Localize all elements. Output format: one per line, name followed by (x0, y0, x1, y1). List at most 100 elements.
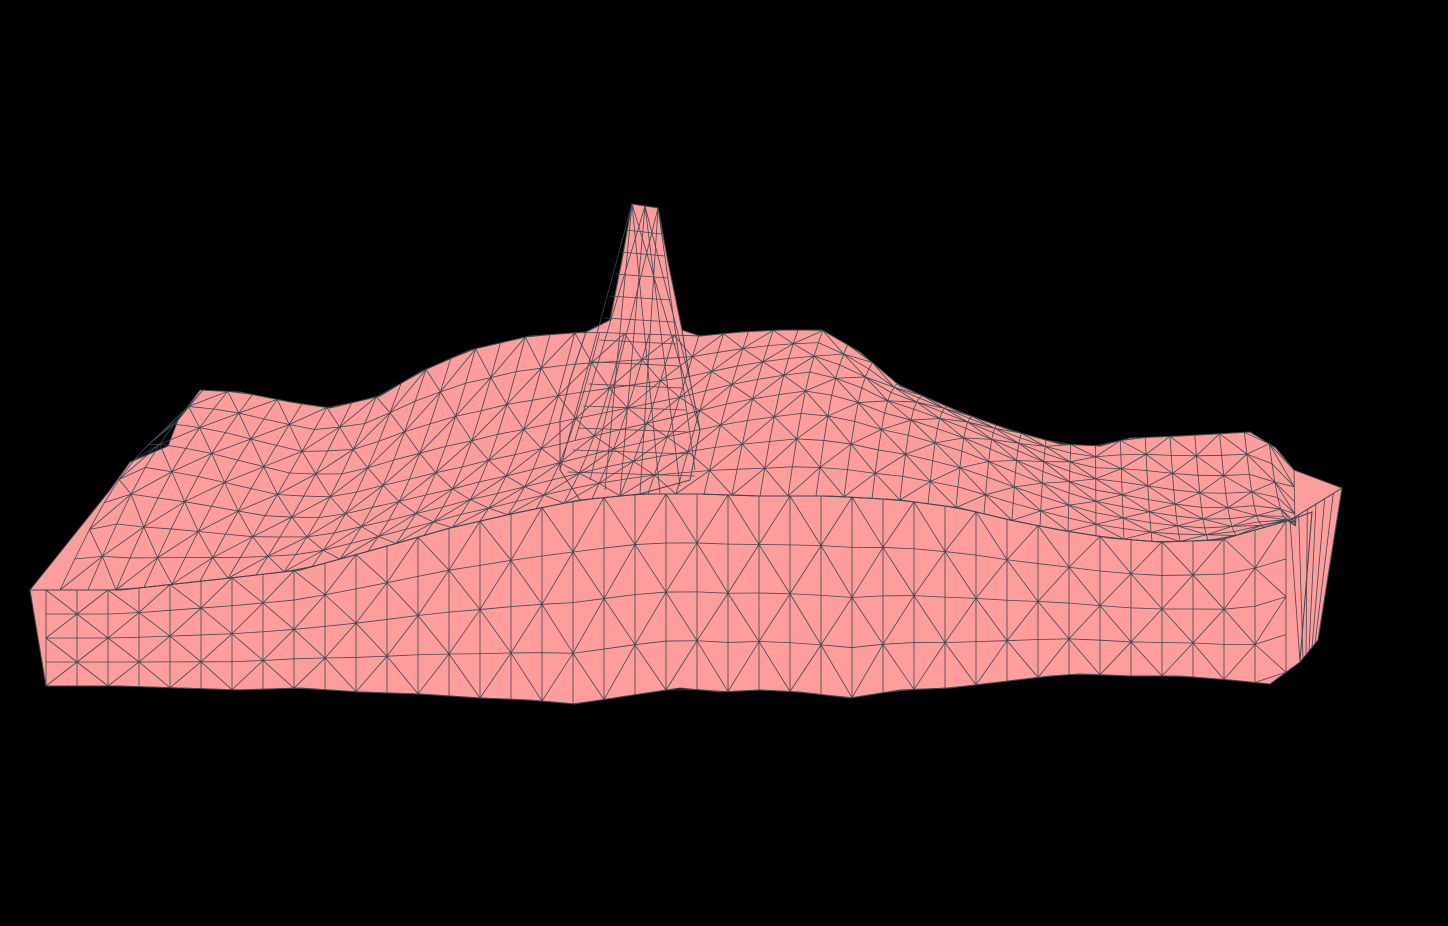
mesh-edge (1018, 442, 1045, 454)
mesh-edge (731, 469, 738, 496)
mesh-edge (572, 598, 605, 654)
mesh-edge (240, 536, 254, 558)
mesh-edge (1268, 443, 1273, 464)
mesh-edge (227, 555, 269, 579)
mesh-edge (843, 473, 876, 498)
mesh-edge (742, 348, 764, 363)
mesh-edge (388, 501, 400, 521)
mesh-edge (571, 482, 600, 490)
mesh-edge (1286, 519, 1296, 527)
mesh-edge (364, 412, 391, 424)
mesh-edge (1068, 638, 1101, 641)
mesh-edge (1014, 486, 1042, 497)
mesh-edge (567, 418, 577, 443)
mesh-edge (1271, 463, 1295, 487)
mesh-edge (1006, 599, 1039, 602)
mesh-edge (277, 399, 303, 405)
mesh-edge (858, 400, 888, 403)
mesh-edge (461, 440, 473, 468)
mesh-edge (588, 383, 683, 389)
mesh-edge (448, 569, 481, 610)
mesh-edge (479, 475, 507, 483)
mesh-edge (606, 460, 634, 468)
mesh-edge (1223, 644, 1256, 680)
mesh-edge (679, 397, 701, 411)
mesh-edge (224, 482, 252, 489)
mesh-edge (720, 420, 748, 426)
mesh-edge (1017, 443, 1020, 451)
mesh-edge (660, 358, 668, 381)
mesh-edge (339, 543, 352, 560)
mesh-edge (265, 515, 292, 518)
mesh-edge (250, 466, 265, 489)
mesh-edge (389, 369, 427, 414)
mesh-edge (506, 404, 525, 430)
mesh-edge (1151, 531, 1179, 535)
mesh-edge (199, 427, 226, 433)
mesh-edge (479, 507, 490, 522)
mesh-edge (681, 470, 710, 474)
mesh-edge (1244, 432, 1248, 455)
mesh-edge (696, 591, 729, 594)
mesh-edge (541, 418, 577, 449)
mesh-edge (692, 335, 700, 357)
mesh-edge (1253, 505, 1258, 516)
mesh-edge (649, 333, 675, 336)
mesh-edge (488, 507, 509, 516)
mesh-edge (858, 402, 885, 414)
mesh-edge (930, 481, 957, 508)
mesh-edge (315, 473, 331, 497)
mesh-edge (574, 205, 646, 441)
mesh-edge (793, 330, 823, 345)
mesh-edge (563, 482, 600, 504)
mesh-edge (1147, 485, 1176, 505)
mesh-edge (975, 511, 1008, 560)
mesh-edge (361, 519, 389, 527)
mesh-edge (488, 501, 517, 509)
mesh-edge (1249, 473, 1276, 483)
mesh-edge (843, 353, 870, 370)
mesh-edge (963, 437, 992, 440)
mesh-edge (919, 397, 945, 409)
mesh-edge (988, 461, 1015, 488)
mesh-edge (627, 380, 661, 409)
mesh-edge (1254, 671, 1287, 683)
mesh-edge (929, 460, 934, 482)
mesh-edge (1172, 473, 1200, 494)
mesh-edge (417, 693, 450, 697)
mesh-edge (1144, 437, 1147, 455)
mesh-edge (1041, 483, 1043, 497)
mesh-edge (1095, 440, 1121, 447)
mesh-edge (793, 342, 819, 345)
mesh-edge (198, 510, 239, 532)
mesh-edge (423, 527, 453, 536)
mesh-edge (627, 402, 654, 409)
mesh-edge (626, 461, 634, 480)
mesh-edge (1194, 433, 1220, 436)
mesh-edge (455, 415, 473, 442)
mesh-edge (731, 384, 753, 400)
mesh-edge (1099, 605, 1132, 643)
mesh-edge (626, 474, 655, 480)
mesh-edge (971, 415, 997, 426)
mesh-edge (727, 544, 760, 594)
mesh-edge (994, 427, 1022, 434)
mesh-edge (787, 467, 821, 497)
mesh-edge (575, 418, 595, 437)
mesh-edge (1227, 507, 1257, 517)
mesh-edge (1041, 471, 1044, 484)
mesh-edge (918, 395, 923, 399)
mesh-edge (865, 376, 895, 388)
mesh-edge (490, 377, 508, 405)
mesh-edge (967, 418, 971, 423)
mesh-edge (660, 356, 693, 382)
mesh-edge (130, 493, 158, 499)
mesh-edge (419, 453, 437, 473)
mesh-edge (736, 444, 743, 470)
mesh-edge (138, 612, 171, 637)
mesh-edge (148, 406, 189, 445)
mesh-edge (1040, 504, 1069, 512)
mesh-edge (415, 513, 434, 523)
